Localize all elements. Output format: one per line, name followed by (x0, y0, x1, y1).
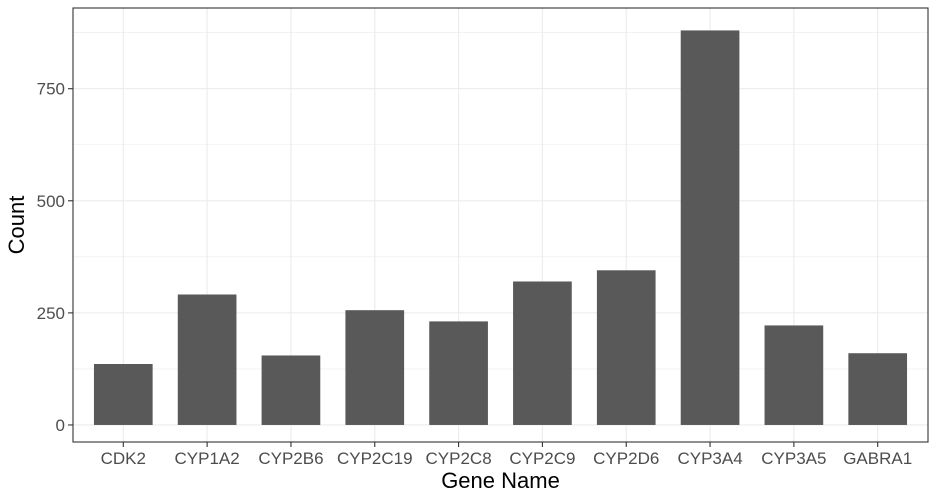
x-tick-label: CYP2B6 (258, 449, 323, 468)
x-tick-label: CYP2D6 (593, 449, 659, 468)
y-tick-label: 0 (56, 416, 65, 435)
y-axis-title: Count (4, 196, 29, 255)
axes: 0 250 500 750 CDK2 CYP1A2 CYP2B6 CYP2C19 CYP2C8 C… (37, 80, 913, 468)
y-tick-label: 750 (37, 80, 65, 99)
x-tick-label: CYP2C9 (509, 449, 575, 468)
plot-panel-border (72, 7, 929, 443)
x-tick-label: CYP2C8 (426, 449, 492, 468)
y-tick-label: 500 (37, 192, 65, 211)
bar-cyp2c8 (429, 321, 488, 425)
bars (93, 30, 908, 425)
x-tick-label: CYP1A2 (175, 449, 240, 468)
x-tick-label: CYP2C19 (337, 449, 413, 468)
y-tick-label: 250 (37, 304, 65, 323)
bar-cyp2c19 (345, 310, 405, 425)
bar-cyp1a2 (177, 294, 237, 425)
x-tick-label: CDK2 (101, 449, 146, 468)
bar-cyp3a5 (764, 325, 824, 425)
bar-cyp3a4 (680, 30, 740, 425)
bar-cyp2c9 (513, 281, 572, 425)
bar-cyp2d6 (596, 270, 656, 425)
x-tick-label: GABRA1 (843, 449, 912, 468)
bar-cyp2b6 (261, 355, 321, 425)
x-tick-label: CYP3A5 (761, 449, 826, 468)
x-axis-title: Gene Name (441, 468, 560, 493)
bar-gabra1 (848, 353, 908, 425)
x-tick-label: CYP3A4 (677, 449, 742, 468)
bar-cdk2 (93, 363, 153, 425)
